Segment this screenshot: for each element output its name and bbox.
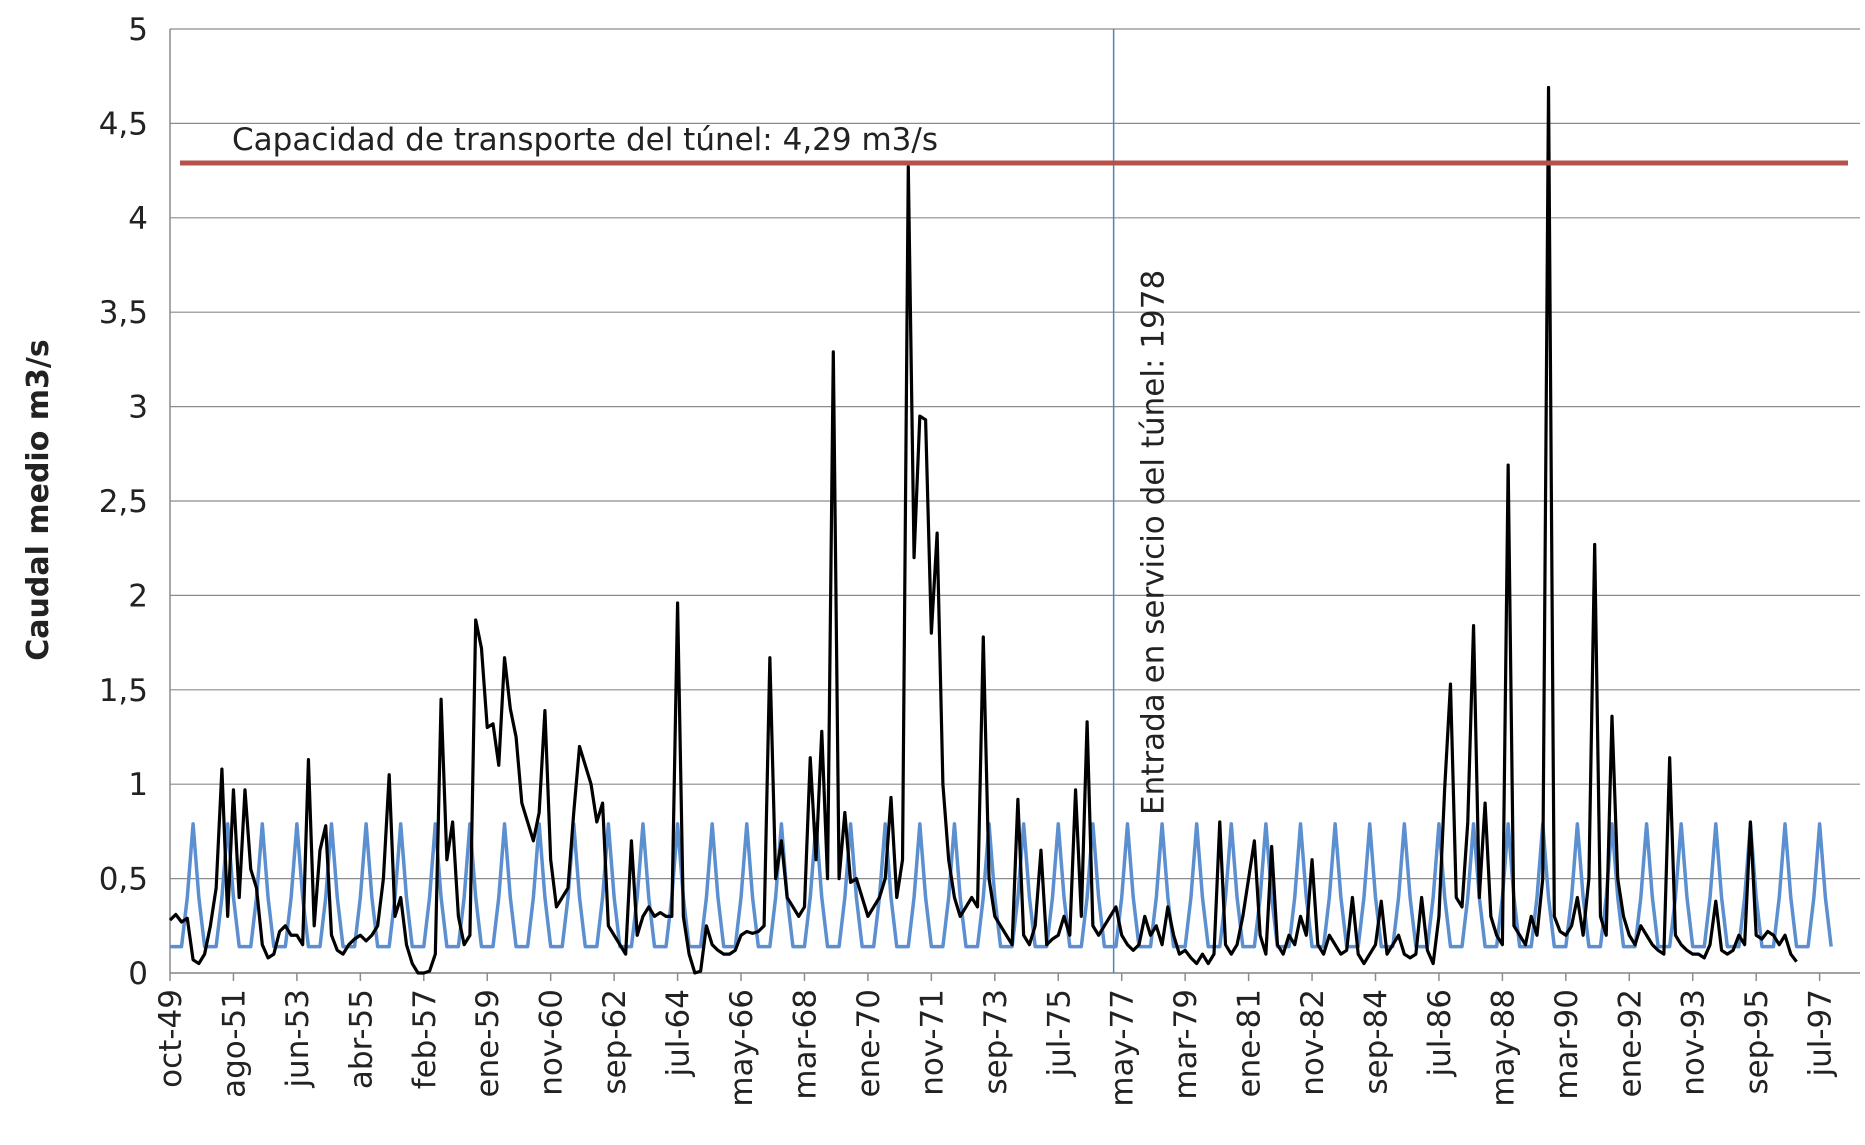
x-tick-label: may-77 — [1105, 989, 1141, 1107]
x-tick-label: nov-60 — [534, 989, 570, 1096]
x-tick-label: ago-51 — [216, 989, 252, 1098]
y-tick-label: 4 — [128, 201, 148, 237]
x-tick-label: nov-71 — [914, 989, 950, 1096]
x-tick-label: sep-73 — [978, 989, 1014, 1095]
x-tick-label: jun-53 — [280, 989, 316, 1089]
x-tick-label: mar-68 — [787, 989, 823, 1100]
x-tick-label: jul-97 — [1803, 989, 1839, 1078]
x-tick-label: mar-79 — [1168, 989, 1204, 1100]
y-tick-label: 1,5 — [99, 673, 148, 709]
y-tick-label: 4,5 — [99, 106, 148, 142]
y-tick-label: 3,5 — [99, 295, 148, 331]
capacity-label: Capacidad de transporte del túnel: 4,29 … — [232, 122, 938, 158]
x-tick-label: ene-59 — [470, 989, 506, 1097]
y-tick-label: 2 — [128, 578, 148, 614]
y-tick-label: 3 — [128, 390, 148, 426]
x-tick-label: abr-55 — [343, 989, 379, 1089]
y-axis-label: Caudal medio m3/s — [21, 339, 56, 660]
series-line — [170, 822, 1833, 949]
marker-label: Entrada en servicio del túnel: 1978 — [1136, 270, 1172, 815]
y-tick-label: 1 — [128, 767, 148, 803]
x-tick-label: may-66 — [724, 989, 760, 1107]
y-tick-label: 0 — [128, 956, 148, 992]
x-tick-label: ene-92 — [1612, 989, 1648, 1097]
x-tick-label: may-88 — [1485, 989, 1521, 1107]
x-tick-label: jul-64 — [661, 989, 697, 1078]
x-tick-label: nov-82 — [1295, 989, 1331, 1096]
x-tick-label: sep-84 — [1358, 989, 1394, 1095]
x-tick-label: oct-49 — [153, 989, 189, 1088]
x-tick-label: nov-93 — [1676, 989, 1712, 1096]
x-tick-label: jul-86 — [1422, 989, 1458, 1078]
x-tick-label: feb-57 — [407, 989, 443, 1089]
x-tick-label: ene-70 — [851, 989, 887, 1097]
x-tick-label: sep-62 — [597, 989, 633, 1095]
y-tick-label: 5 — [128, 12, 148, 48]
x-tick-label: jul-75 — [1041, 989, 1077, 1078]
y-tick-label: 0,5 — [99, 862, 148, 898]
x-tick-label: sep-95 — [1739, 989, 1775, 1095]
x-tick-label: mar-90 — [1549, 989, 1585, 1100]
x-tick-label: ene-81 — [1232, 989, 1268, 1097]
y-tick-label: 2,5 — [99, 484, 148, 520]
series-line — [168, 85, 1798, 975]
